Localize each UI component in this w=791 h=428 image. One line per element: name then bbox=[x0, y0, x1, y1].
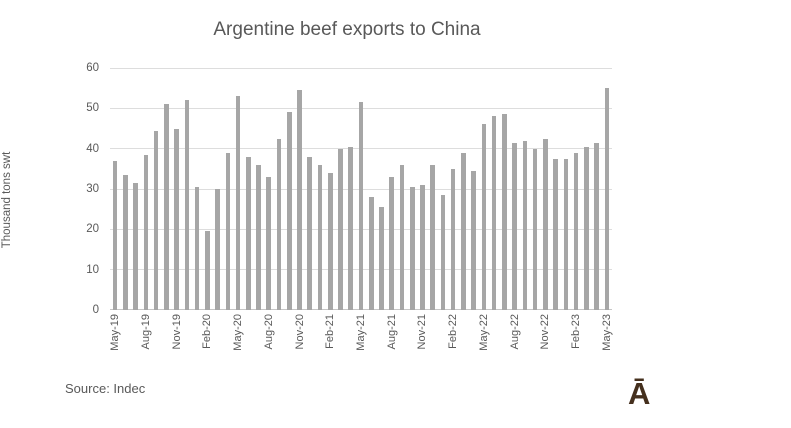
bar-Mar-22 bbox=[461, 152, 466, 310]
bar-Aug-19 bbox=[143, 154, 149, 310]
bar-Jan-21 bbox=[317, 164, 323, 310]
bar-Dec-19 bbox=[184, 100, 190, 310]
y-tick-label: 10 bbox=[86, 263, 99, 276]
bar-Aug-21 bbox=[389, 176, 395, 310]
bar-Apr-23 bbox=[594, 142, 599, 310]
bar-Nov-20 bbox=[297, 90, 302, 310]
x-tick-label: May-22 bbox=[477, 314, 490, 351]
bar-May-23 bbox=[604, 88, 610, 310]
x-tick-label: Feb-22 bbox=[447, 314, 460, 349]
y-tick-label: 0 bbox=[92, 304, 99, 316]
x-tick-label: Nov-19 bbox=[170, 314, 183, 350]
bar-Oct-22 bbox=[532, 148, 538, 310]
bar-Apr-20 bbox=[225, 152, 231, 310]
bar-Jul-22 bbox=[502, 114, 507, 310]
bar-Nov-19 bbox=[174, 128, 179, 310]
x-tick-label: May-20 bbox=[232, 314, 245, 351]
bar-Aug-22 bbox=[512, 142, 517, 310]
bar-Sep-21 bbox=[399, 164, 405, 310]
bar-Oct-21 bbox=[409, 186, 415, 310]
bar-Jun-22 bbox=[491, 116, 497, 310]
x-tick-label: Nov-20 bbox=[293, 314, 306, 350]
bar-Jul-19 bbox=[133, 182, 138, 310]
x-tick-label: May-19 bbox=[109, 314, 122, 351]
bar-Mar-21 bbox=[338, 148, 343, 310]
bar-Dec-21 bbox=[430, 164, 435, 310]
bar-Feb-21 bbox=[327, 172, 333, 310]
bar-Jan-20 bbox=[194, 186, 200, 310]
bar-Nov-22 bbox=[543, 138, 548, 310]
bar-May-21 bbox=[358, 102, 364, 310]
gridline bbox=[110, 68, 612, 69]
x-tick-label: Nov-21 bbox=[416, 314, 429, 350]
bar-May-20 bbox=[235, 96, 241, 310]
bar-May-19 bbox=[112, 160, 118, 310]
bar-Dec-22 bbox=[553, 158, 558, 310]
bar-Jan-22 bbox=[440, 195, 446, 310]
x-tick-label: Aug-20 bbox=[262, 314, 275, 350]
bar-Jun-21 bbox=[368, 197, 374, 310]
bar-Sep-22 bbox=[522, 140, 528, 310]
y-tick-label: 40 bbox=[86, 142, 99, 155]
x-tick-label: Aug-22 bbox=[508, 314, 521, 350]
y-tick-label: 60 bbox=[86, 62, 99, 74]
bar-Sep-20 bbox=[276, 138, 282, 310]
x-tick-label: Aug-19 bbox=[139, 314, 152, 350]
y-tick-label: 30 bbox=[86, 183, 99, 195]
x-tick-label: May-23 bbox=[600, 314, 613, 351]
bar-Jan-23 bbox=[563, 158, 569, 310]
bar-Mar-23 bbox=[584, 146, 589, 310]
bar-Oct-19 bbox=[164, 104, 169, 310]
bar-Oct-20 bbox=[286, 112, 292, 310]
bar-Dec-20 bbox=[307, 156, 313, 310]
chart-title: Argentine beef exports to China bbox=[213, 19, 481, 40]
bar-Jun-20 bbox=[246, 156, 251, 310]
bar-Jul-21 bbox=[379, 207, 384, 310]
x-tick-label: Feb-23 bbox=[570, 314, 583, 349]
source-note: Source: Indec bbox=[65, 381, 146, 396]
bar-Feb-20 bbox=[205, 231, 210, 310]
bar-Jul-20 bbox=[256, 164, 261, 310]
plot-area bbox=[110, 68, 612, 310]
x-tick-label: Nov-22 bbox=[539, 314, 552, 350]
brand-logo-icon: Ā bbox=[628, 376, 651, 411]
y-axis-title: Thousand tons swt bbox=[1, 151, 13, 249]
bar-Aug-20 bbox=[266, 176, 272, 310]
bar-Jun-19 bbox=[123, 174, 128, 310]
bar-Feb-22 bbox=[450, 168, 456, 310]
y-tick-label: 20 bbox=[86, 223, 99, 236]
bar-Sep-19 bbox=[153, 130, 159, 310]
x-tick-label: Aug-21 bbox=[385, 314, 398, 350]
bar-Nov-21 bbox=[420, 184, 425, 310]
x-tick-label: Feb-20 bbox=[201, 314, 214, 349]
x-tick-label: Feb-21 bbox=[324, 314, 337, 349]
bar-Mar-20 bbox=[215, 189, 220, 310]
y-tick-label: 50 bbox=[86, 102, 99, 115]
x-tick-label: May-21 bbox=[355, 314, 367, 351]
bar-Feb-23 bbox=[573, 152, 579, 310]
bar-Apr-22 bbox=[471, 170, 476, 310]
bar-Apr-21 bbox=[348, 146, 354, 310]
bar-May-22 bbox=[481, 124, 487, 310]
